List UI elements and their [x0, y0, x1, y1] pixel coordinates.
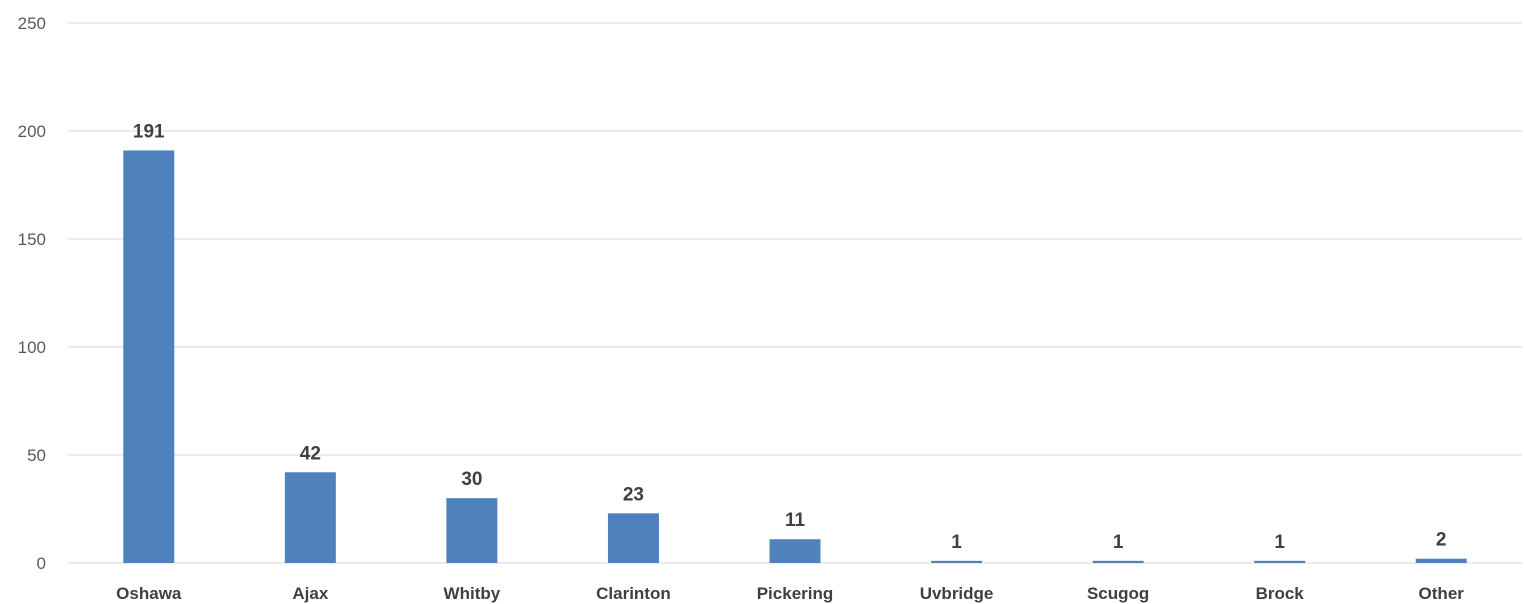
y-tick-label: 200: [18, 122, 46, 141]
data-label: 1: [1113, 532, 1124, 553]
bar-pickering: [769, 539, 821, 563]
x-axis-categories: Oshawa Ajax Whitby Clarinton Pickering Uvbrid…: [116, 584, 1464, 603]
y-tick-label: 100: [18, 338, 46, 357]
category-label: Pickering: [757, 584, 834, 603]
data-label: 1: [1274, 532, 1285, 553]
data-label: 30: [461, 469, 482, 490]
category-label: Other: [1419, 584, 1465, 603]
data-label: 2: [1436, 530, 1447, 551]
category-label: Uvbridge: [920, 584, 994, 603]
data-label: 23: [623, 484, 644, 505]
category-label: Brock: [1256, 584, 1305, 603]
bar-other: [1415, 558, 1467, 563]
data-label: 42: [300, 443, 321, 464]
category-label: Whitby: [444, 584, 501, 603]
bar-clarinton: [607, 513, 659, 563]
category-label: Oshawa: [116, 584, 182, 603]
y-tick-label: 250: [18, 14, 46, 33]
bar-whitby: [446, 498, 498, 563]
category-label: Clarinton: [596, 584, 671, 603]
bars: [123, 150, 1467, 563]
category-label: Scugog: [1087, 584, 1149, 603]
data-label: 11: [785, 510, 806, 531]
bar-scugog: [1092, 560, 1144, 563]
bar-ajax: [284, 472, 336, 563]
bar-oshawa: [123, 150, 175, 563]
category-label: Ajax: [292, 584, 328, 603]
y-axis-ticks: 0 50 100 150 200 250: [18, 14, 46, 573]
y-tick-label: 50: [27, 446, 46, 465]
data-label: 191: [133, 121, 165, 142]
data-label: 1: [951, 532, 962, 553]
bar-brock: [1254, 560, 1306, 563]
y-tick-label: 150: [18, 230, 46, 249]
bar-uvbridge: [931, 560, 983, 563]
y-tick-label: 0: [37, 554, 46, 573]
